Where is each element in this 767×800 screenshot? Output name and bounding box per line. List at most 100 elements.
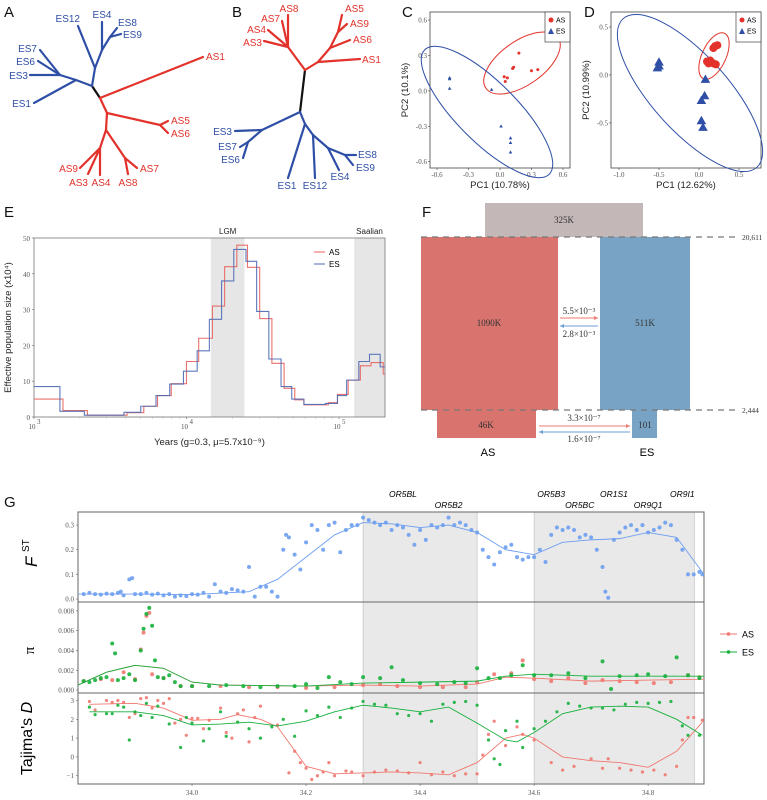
point-fst [583,532,588,537]
x-tick-label: 10 [334,423,342,431]
migration-rate-label: 5.5×10⁻³ [563,306,596,316]
legend-label: AS [742,630,754,640]
pca-plot-d: -1.0 -0.5 0.0 0.5 -0.5 0.0 0.5 PC1 (12.62%) PC2 … [581,11,764,191]
point-fst [629,523,634,528]
point-as [463,685,468,690]
point-es [327,705,331,709]
point-as [481,753,485,757]
point-as [207,718,211,722]
point-as [144,696,149,700]
point-as [332,774,337,778]
point-es [395,712,399,716]
leaf-label: AS5 [345,4,364,15]
y-axis-label: π [22,646,38,654]
point-fst [155,591,160,596]
tree_b-branch [298,110,307,126]
point-fst [321,547,326,552]
x-tick-label: 0.5 [735,171,744,179]
point-as [161,701,166,705]
point-es [184,715,188,720]
point-fst [178,593,183,598]
point-es [697,676,702,681]
point-es [87,680,92,685]
point-es [555,710,559,714]
legend-marker [726,650,731,654]
leaf-label: ES6 [16,57,35,68]
point-es [498,762,502,767]
y-tick-label: -0.5 [597,119,609,127]
point-fst [98,592,103,597]
point-fst [623,525,628,530]
tree_a-branch [86,146,102,176]
point-es [407,713,411,718]
leaf-label: AS5 [171,116,190,127]
point-fst [332,520,337,525]
leaf-label: AS9 [350,19,369,30]
point-fst [503,545,508,550]
point-es [127,738,131,742]
y-tick-label: 0.0 [599,71,608,79]
tree_b-branch [326,146,341,172]
point-es [508,150,513,154]
point-es [509,673,514,678]
es-size-label: 511K [635,318,655,328]
point-as [384,768,388,772]
point-es [566,701,570,705]
point-as [452,774,456,778]
shaded-period [354,238,385,417]
point-es [179,745,183,750]
y-tick-label: 0.000 [58,687,74,695]
tree_b-branch [303,60,320,72]
shaded-region [533,511,695,785]
leaf-label: ES12 [56,14,81,25]
tree_a-branch [78,146,102,170]
point-fst [361,515,366,520]
point-as [167,697,171,701]
tree_a-branch [36,59,62,77]
x-axis-label: PC1 (12.62%) [656,180,716,191]
point-es [447,77,452,81]
point-as [104,698,109,703]
point-as [258,704,263,708]
migration-arrow-es-to-as-recent-head [539,430,543,434]
ancestral-population-box [485,203,643,237]
shaded-region [362,511,478,785]
x-tick-label: 34.0 [186,789,199,797]
es-population-box [600,237,690,410]
point-fst [406,532,411,537]
y-tick-label: 10 [23,378,31,386]
point-es [508,136,513,140]
point-as [589,757,593,761]
point-es [152,658,157,663]
point-fst [207,594,212,599]
point-fst [600,564,605,569]
tree_a-branch [58,73,78,82]
point-es [178,684,183,689]
legend-as-marker [548,17,554,23]
leaf-label: AS1 [362,55,381,66]
point-as [190,716,194,720]
point-es [452,680,457,685]
y-axis-label-italic: D [19,701,36,713]
point-fst [617,530,622,535]
point-fst [286,535,291,540]
point-fst [309,523,314,528]
point-fst [526,555,531,560]
point-fst [577,535,582,540]
point-es [475,703,479,707]
leaf-label: AS1 [206,52,225,63]
leaf-label: ES9 [123,30,142,41]
leaf-label: ES1 [12,99,31,110]
split-time-line-label: 20,611 [742,233,763,242]
tree_b-branch [316,46,332,64]
x-tick-label: 0.6 [559,171,568,179]
point-es [147,605,152,610]
leaf-label: ES4 [93,10,112,21]
y-tick-label: 20 [23,342,31,350]
point-as [304,766,308,770]
point-fst [480,547,485,552]
point-fst [486,555,491,560]
point-es [122,705,126,709]
y-tick-label: 0.004 [58,647,74,655]
